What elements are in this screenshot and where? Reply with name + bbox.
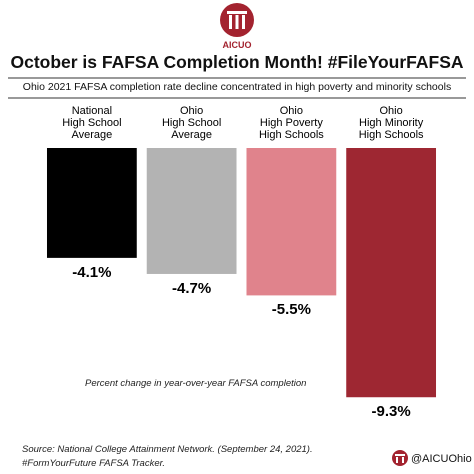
- logo: [220, 3, 254, 37]
- bar: [146, 148, 237, 274]
- chart-subtitle: Ohio 2021 FAFSA completion rate decline …: [23, 81, 451, 93]
- value-label: -4.7%: [172, 279, 212, 297]
- source: #FormYourFuture FAFSA Tracker.: [22, 458, 165, 469]
- bar: [46, 148, 137, 258]
- category-label: Ohio High Minority High Schools: [358, 105, 424, 141]
- annotation: Percent change in year-over-year FAFSA c…: [85, 378, 306, 389]
- handle-logo: [392, 450, 408, 466]
- source: Source: National College Attainment Netw…: [22, 444, 313, 455]
- value-label: -9.3%: [371, 403, 411, 421]
- handle: @AICUOhio: [411, 453, 472, 465]
- logo-text: AICUO: [223, 40, 252, 50]
- chart-title: October is FAFSA Completion Month! #File…: [10, 52, 463, 72]
- category-label: National High School Average: [62, 105, 122, 141]
- bar: [246, 148, 337, 296]
- bar: [346, 148, 437, 398]
- category-label: Ohio High School Average: [161, 105, 222, 141]
- value-label: -4.1%: [72, 263, 112, 281]
- value-label: -5.5%: [271, 301, 311, 319]
- category-label: Ohio High Poverty High Schools: [258, 105, 324, 141]
